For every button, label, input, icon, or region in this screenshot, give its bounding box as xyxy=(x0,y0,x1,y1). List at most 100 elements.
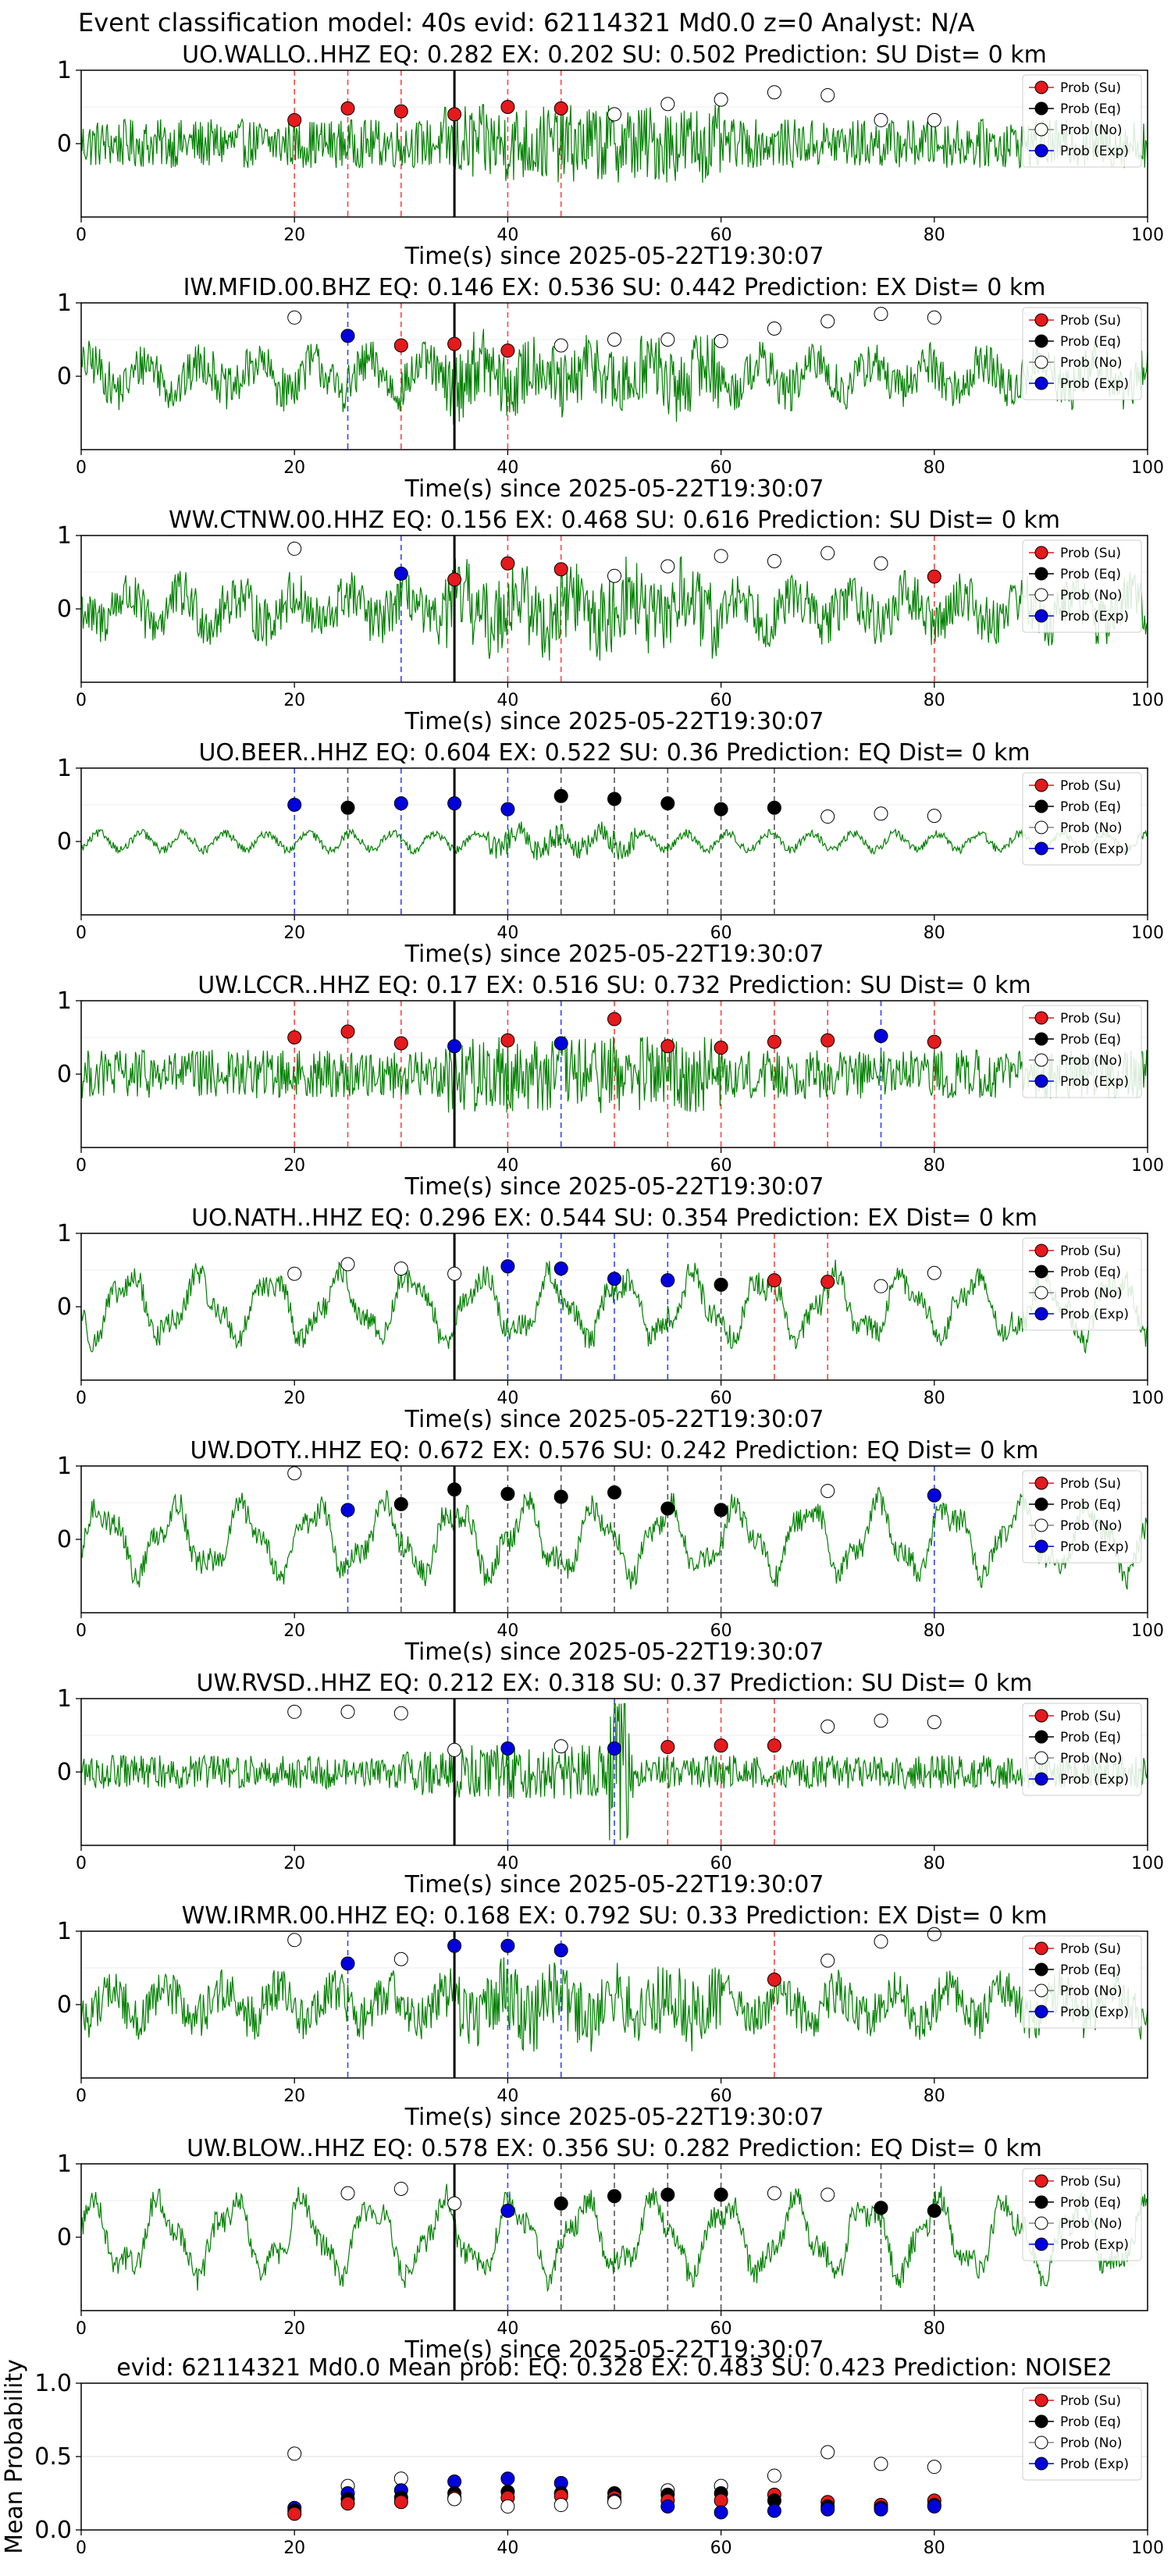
legend-label: Prob (No) xyxy=(1060,355,1123,371)
legend-label: Prob (Su) xyxy=(1060,1244,1121,1259)
panel-title: UW.DOTY..HHZ EQ: 0.672 EX: 0.576 SU: 0.2… xyxy=(190,1437,1038,1464)
x-tick-label: 100 xyxy=(1131,1621,1164,1641)
prob-point-exp xyxy=(714,2505,728,2520)
prob-point-su xyxy=(393,338,408,353)
x-tick-label: 60 xyxy=(710,2087,732,2106)
x-tick-label: 40 xyxy=(497,2539,518,2558)
x-tick-label: 40 xyxy=(497,2319,518,2339)
prob-point-no xyxy=(874,806,888,821)
y-tick-label: 0 xyxy=(57,596,72,623)
prob-point-exp xyxy=(447,796,462,811)
legend-label: Prob (Eq) xyxy=(1060,334,1121,350)
legend-label: Prob (No) xyxy=(1060,1053,1123,1069)
x-axis-label: Time(s) since 2025-05-22T19:30:07 xyxy=(404,708,824,735)
legend-marker xyxy=(1034,546,1048,560)
prob-point-no xyxy=(767,553,781,568)
waveform-trace xyxy=(80,104,1148,183)
prob-point-no xyxy=(287,1704,302,1719)
legend-marker xyxy=(1034,799,1048,813)
x-tick-label: 40 xyxy=(497,458,518,478)
prob-point-exp xyxy=(767,2503,781,2518)
prob-point-eq xyxy=(660,796,675,811)
prob-point-su xyxy=(927,1034,941,1049)
x-tick-label: 20 xyxy=(283,923,305,943)
x-tick-label: 100 xyxy=(1131,1389,1164,1408)
prob-point-no xyxy=(927,112,941,127)
legend-label: Prob (Eq) xyxy=(1060,1265,1121,1280)
prob-point-su xyxy=(767,1738,781,1753)
legend-label: Prob (Eq) xyxy=(1060,567,1121,582)
prob-point-no xyxy=(447,1742,462,1757)
legend-marker xyxy=(1034,1265,1048,1279)
axes-frame xyxy=(80,1930,1148,2079)
x-tick-label: 40 xyxy=(497,1389,518,1408)
prob-point-no xyxy=(340,1704,355,1719)
legend-label: Prob (Su) xyxy=(1060,1011,1121,1026)
legend-marker xyxy=(1034,820,1048,834)
legend-box xyxy=(1022,539,1142,633)
prob-point-no xyxy=(927,1927,941,1941)
legend-box xyxy=(1022,1470,1142,1564)
prob-point-no xyxy=(287,1266,302,1281)
legend-label: Prob (Su) xyxy=(1060,80,1121,96)
legend-label: Prob (Exp) xyxy=(1060,1074,1129,1090)
prob-point-no xyxy=(660,333,675,347)
x-tick-label: 100 xyxy=(1131,923,1164,943)
x-tick-label: 0 xyxy=(76,226,87,245)
prob-point-exp xyxy=(553,1943,568,1958)
prob-point-no xyxy=(500,2499,515,2514)
prob-point-no xyxy=(553,2498,568,2513)
x-axis-label: Time(s) since 2025-05-22T19:30:07 xyxy=(404,1406,824,1433)
y-tick-label: 0 xyxy=(57,363,72,390)
x-tick-label: 80 xyxy=(924,2539,945,2558)
legend-label: Prob (Exp) xyxy=(1060,609,1129,624)
panel-title: IW.MFID.00.BHZ EQ: 0.146 EX: 0.536 SU: 0… xyxy=(183,274,1046,301)
x-tick-label: 100 xyxy=(1131,1156,1164,1176)
prob-point-su xyxy=(767,1973,781,1987)
x-tick-label: 80 xyxy=(924,923,945,943)
prob-point-eq xyxy=(607,1485,621,1500)
prob-point-no xyxy=(393,1261,408,1276)
prob-point-no xyxy=(393,2471,408,2486)
x-tick-label: 80 xyxy=(924,2087,945,2106)
prob-point-no xyxy=(714,92,728,107)
legend-label: Prob (No) xyxy=(1060,2216,1123,2232)
prob-point-no xyxy=(767,2186,781,2201)
prob-point-eq xyxy=(767,800,781,815)
x-tick-label: 80 xyxy=(924,226,945,245)
prob-point-su xyxy=(500,343,515,358)
x-tick-label: 20 xyxy=(283,2319,305,2339)
legend-label: Prob (Su) xyxy=(1060,313,1121,329)
x-axis-label: Time(s) since 2025-05-22T19:30:07 xyxy=(404,243,824,270)
x-tick-label: 60 xyxy=(710,691,732,710)
prob-point-no xyxy=(820,809,835,824)
prob-point-exp xyxy=(500,2471,515,2486)
legend-marker xyxy=(1034,588,1048,602)
legend-marker xyxy=(1034,2435,1048,2450)
y-tick-label: 1 xyxy=(57,755,72,782)
prob-point-no xyxy=(820,2187,835,2202)
x-tick-label: 20 xyxy=(283,2087,305,2106)
legend-marker xyxy=(1034,1053,1048,1067)
legend-label: Prob (No) xyxy=(1060,2435,1123,2451)
waveform-trace xyxy=(80,555,1148,661)
prob-point-exp xyxy=(447,1938,462,1953)
legend-label: Prob (Exp) xyxy=(1060,2005,1129,2020)
legend-label: Prob (Eq) xyxy=(1060,1730,1121,1745)
prob-point-eq xyxy=(660,2187,675,2202)
prob-point-no xyxy=(874,307,888,322)
prob-point-exp xyxy=(927,1488,941,1503)
prob-point-su xyxy=(927,569,941,584)
legend-label: Prob (Exp) xyxy=(1060,1307,1129,1322)
legend-label: Prob (Eq) xyxy=(1060,1032,1121,1048)
prob-point-no xyxy=(927,2460,941,2475)
x-tick-label: 20 xyxy=(283,1621,305,1641)
legend-marker xyxy=(1034,778,1048,792)
prob-point-exp xyxy=(287,798,302,812)
x-tick-label: 80 xyxy=(924,1389,945,1408)
x-tick-label: 60 xyxy=(710,1854,732,1873)
legend-marker xyxy=(1034,1476,1048,1490)
prob-point-su xyxy=(714,2493,728,2508)
legend-box xyxy=(1022,74,1142,168)
legend-box xyxy=(1022,1703,1142,1796)
